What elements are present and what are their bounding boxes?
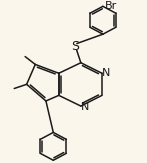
Text: S: S xyxy=(71,40,79,53)
Text: N: N xyxy=(102,68,110,78)
Text: N: N xyxy=(81,102,89,112)
Text: Br: Br xyxy=(105,1,117,11)
